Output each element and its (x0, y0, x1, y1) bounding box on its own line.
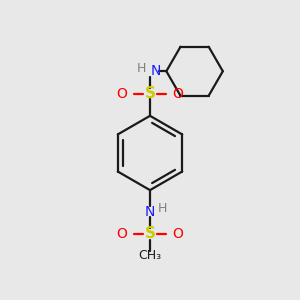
Text: O: O (172, 86, 183, 100)
Text: O: O (117, 86, 128, 100)
Text: N: N (145, 205, 155, 218)
Text: O: O (172, 227, 183, 241)
Text: CH₃: CH₃ (138, 249, 162, 262)
Text: O: O (117, 227, 128, 241)
Text: H: H (137, 62, 146, 75)
Text: H: H (158, 202, 167, 215)
Text: S: S (145, 86, 155, 101)
Text: S: S (145, 226, 155, 241)
Text: N: N (150, 64, 161, 78)
